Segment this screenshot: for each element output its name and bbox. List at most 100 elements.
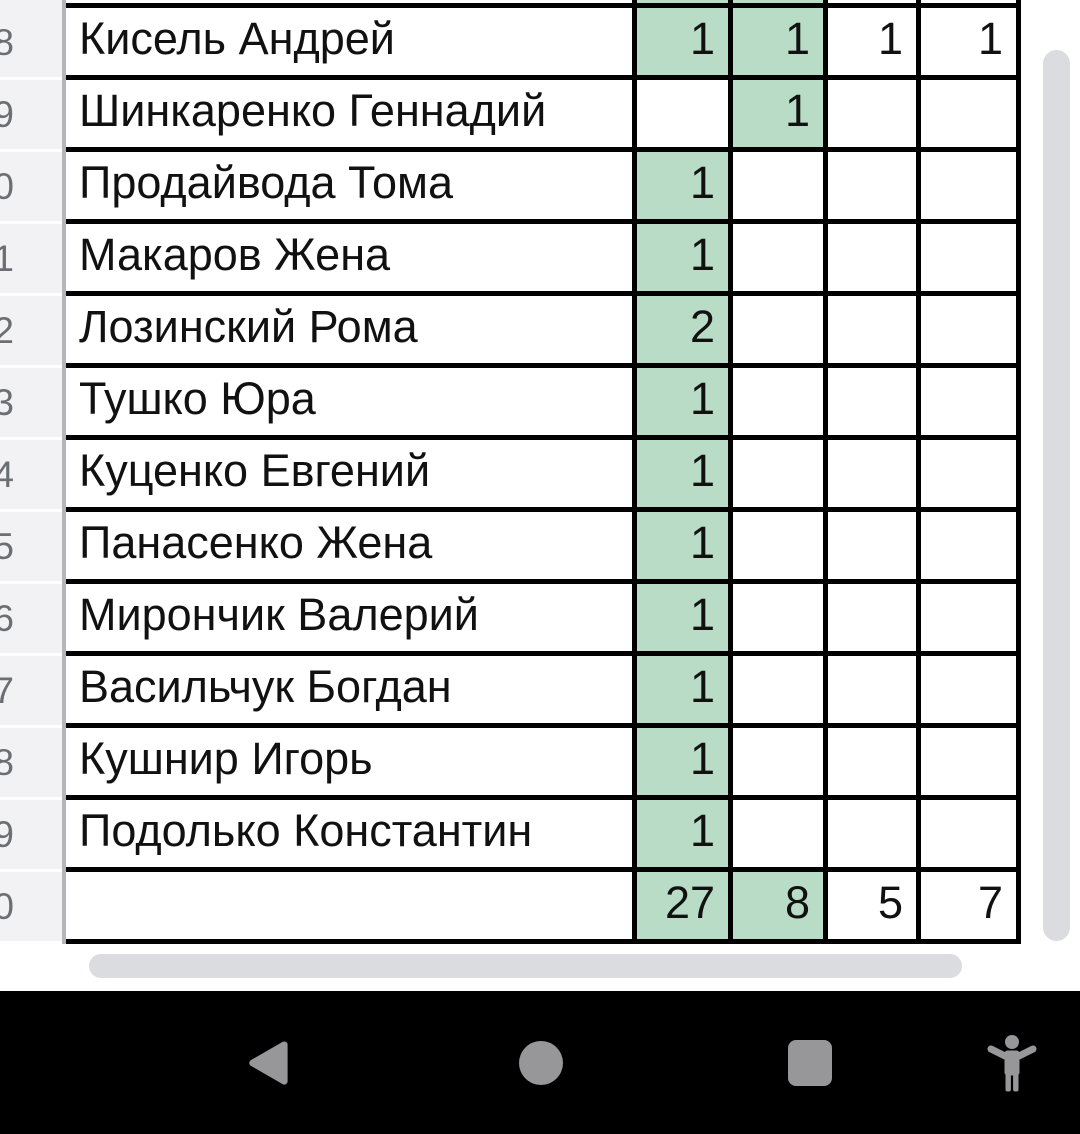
- value-cell-2[interactable]: [733, 440, 828, 507]
- value-cell-2[interactable]: [733, 296, 828, 363]
- value-cell-1[interactable]: 1: [637, 224, 733, 291]
- value-cell-1[interactable]: 1: [637, 728, 733, 795]
- row-number: 22: [0, 296, 14, 365]
- value-cell-4[interactable]: [921, 728, 1021, 795]
- name-cell[interactable]: Лозинский Рома: [66, 296, 637, 363]
- row-number: 29: [0, 800, 14, 869]
- value-cell-4[interactable]: [921, 368, 1021, 435]
- value-cell-3[interactable]: [828, 512, 921, 579]
- value-cell-4[interactable]: 1: [921, 8, 1021, 75]
- name-cell[interactable]: [66, 0, 637, 3]
- name-cell[interactable]: Макаров Жена: [66, 224, 637, 291]
- value-cell-4[interactable]: [921, 0, 1021, 3]
- value-cell-2[interactable]: [733, 0, 828, 3]
- value-cell-2[interactable]: [733, 512, 828, 579]
- vertical-scrollbar[interactable]: [1043, 50, 1070, 941]
- value-cell-3[interactable]: [828, 80, 921, 147]
- row-header-cell[interactable]: 26: [0, 584, 62, 656]
- value-cell-1[interactable]: 1: [637, 800, 733, 867]
- value-cell-3[interactable]: [828, 152, 921, 219]
- value-cell-1[interactable]: 1: [637, 152, 733, 219]
- row-header-cell[interactable]: 18: [0, 8, 62, 80]
- row-header-cell[interactable]: 30: [0, 872, 62, 944]
- value-cell-2[interactable]: [733, 152, 828, 219]
- row-header-cell[interactable]: 20: [0, 152, 62, 224]
- value-cell-4[interactable]: 7: [921, 872, 1021, 939]
- row-header-cell[interactable]: 22: [0, 296, 62, 368]
- value-cell-2[interactable]: [733, 224, 828, 291]
- value-cell-4[interactable]: [921, 584, 1021, 651]
- value-cell-2[interactable]: 8: [733, 872, 828, 939]
- name-cell[interactable]: Панасенко Жена: [66, 512, 637, 579]
- row-header-gutter: 18192021222324252627282930: [0, 0, 66, 944]
- row-header-cell[interactable]: 24: [0, 440, 62, 512]
- value-cell-3[interactable]: [828, 728, 921, 795]
- value-cell-1[interactable]: 1: [637, 512, 733, 579]
- value-cell-3[interactable]: [828, 224, 921, 291]
- value-cell-4[interactable]: [921, 80, 1021, 147]
- name-cell[interactable]: Шинкаренко Геннадий: [66, 80, 637, 147]
- value-cell-4[interactable]: [921, 800, 1021, 867]
- value-cell-1[interactable]: 2: [637, 296, 733, 363]
- name-cell[interactable]: Тушко Юра: [66, 368, 637, 435]
- value-cell-3[interactable]: [828, 584, 921, 651]
- row-header-cell[interactable]: 28: [0, 728, 62, 800]
- row-header-cell[interactable]: 27: [0, 656, 62, 728]
- value-cell-3[interactable]: 5: [828, 872, 921, 939]
- value-cell-2[interactable]: [733, 728, 828, 795]
- value-cell-2[interactable]: [733, 584, 828, 651]
- value-cell-2[interactable]: [733, 800, 828, 867]
- row-header-cell[interactable]: 23: [0, 368, 62, 440]
- horizontal-scrollbar[interactable]: [89, 954, 962, 978]
- value-cell-3[interactable]: [828, 296, 921, 363]
- table-row: Подолько Константин 1: [66, 800, 1021, 872]
- value-cell-3[interactable]: [828, 0, 921, 3]
- value-cell-4[interactable]: [921, 224, 1021, 291]
- recents-button[interactable]: [765, 991, 855, 1134]
- value-cell-4[interactable]: [921, 440, 1021, 507]
- table-row: Шинкаренко Геннадий 1: [66, 80, 1021, 152]
- value-cell-1[interactable]: 27: [637, 872, 733, 939]
- name-cell[interactable]: Кушнир Игорь: [66, 728, 637, 795]
- row-header-cell[interactable]: 25: [0, 512, 62, 584]
- row-header-cell[interactable]: 29: [0, 800, 62, 872]
- value-cell-2[interactable]: [733, 656, 828, 723]
- row-number: 19: [0, 80, 14, 149]
- accessibility-button[interactable]: [967, 991, 1057, 1134]
- value-cell-1[interactable]: [637, 0, 733, 3]
- value-cell-3[interactable]: [828, 440, 921, 507]
- table-row: Продайвода Тома 1: [66, 152, 1021, 224]
- name-cell[interactable]: Кисель Андрей: [66, 8, 637, 75]
- value-cell-1[interactable]: 1: [637, 656, 733, 723]
- name-cell[interactable]: [66, 872, 637, 939]
- value-cell-4[interactable]: [921, 656, 1021, 723]
- name-cell[interactable]: Куценко Евгений: [66, 440, 637, 507]
- value-cell-2[interactable]: 1: [733, 80, 828, 147]
- value-cell-1[interactable]: [637, 80, 733, 147]
- row-number: 21: [0, 224, 14, 293]
- value-cell-2[interactable]: [733, 368, 828, 435]
- value-cell-3[interactable]: [828, 800, 921, 867]
- row-header-cell[interactable]: 21: [0, 224, 62, 296]
- name-cell[interactable]: Продайвода Тома: [66, 152, 637, 219]
- value-cell-3[interactable]: [828, 368, 921, 435]
- name-cell[interactable]: Васильчук Богдан: [66, 656, 637, 723]
- back-button[interactable]: [222, 991, 312, 1134]
- value-cell-1[interactable]: 1: [637, 368, 733, 435]
- row-number: 28: [0, 728, 14, 797]
- value-cell-2[interactable]: 1: [733, 8, 828, 75]
- value-cell-1[interactable]: 1: [637, 584, 733, 651]
- name-cell[interactable]: Мирончик Валерий: [66, 584, 637, 651]
- value-cell-1[interactable]: 1: [637, 440, 733, 507]
- value-cell-4[interactable]: [921, 512, 1021, 579]
- value-cell-4[interactable]: [921, 152, 1021, 219]
- row-number: 18: [0, 8, 14, 77]
- home-button[interactable]: [496, 991, 586, 1134]
- spreadsheet-viewport[interactable]: Кисель Андрей 1 1 1 1 Шинкаренко Геннади…: [0, 0, 1080, 991]
- value-cell-4[interactable]: [921, 296, 1021, 363]
- value-cell-3[interactable]: 1: [828, 8, 921, 75]
- value-cell-1[interactable]: 1: [637, 8, 733, 75]
- value-cell-3[interactable]: [828, 656, 921, 723]
- name-cell[interactable]: Подолько Константин: [66, 800, 637, 867]
- row-header-cell[interactable]: 19: [0, 80, 62, 152]
